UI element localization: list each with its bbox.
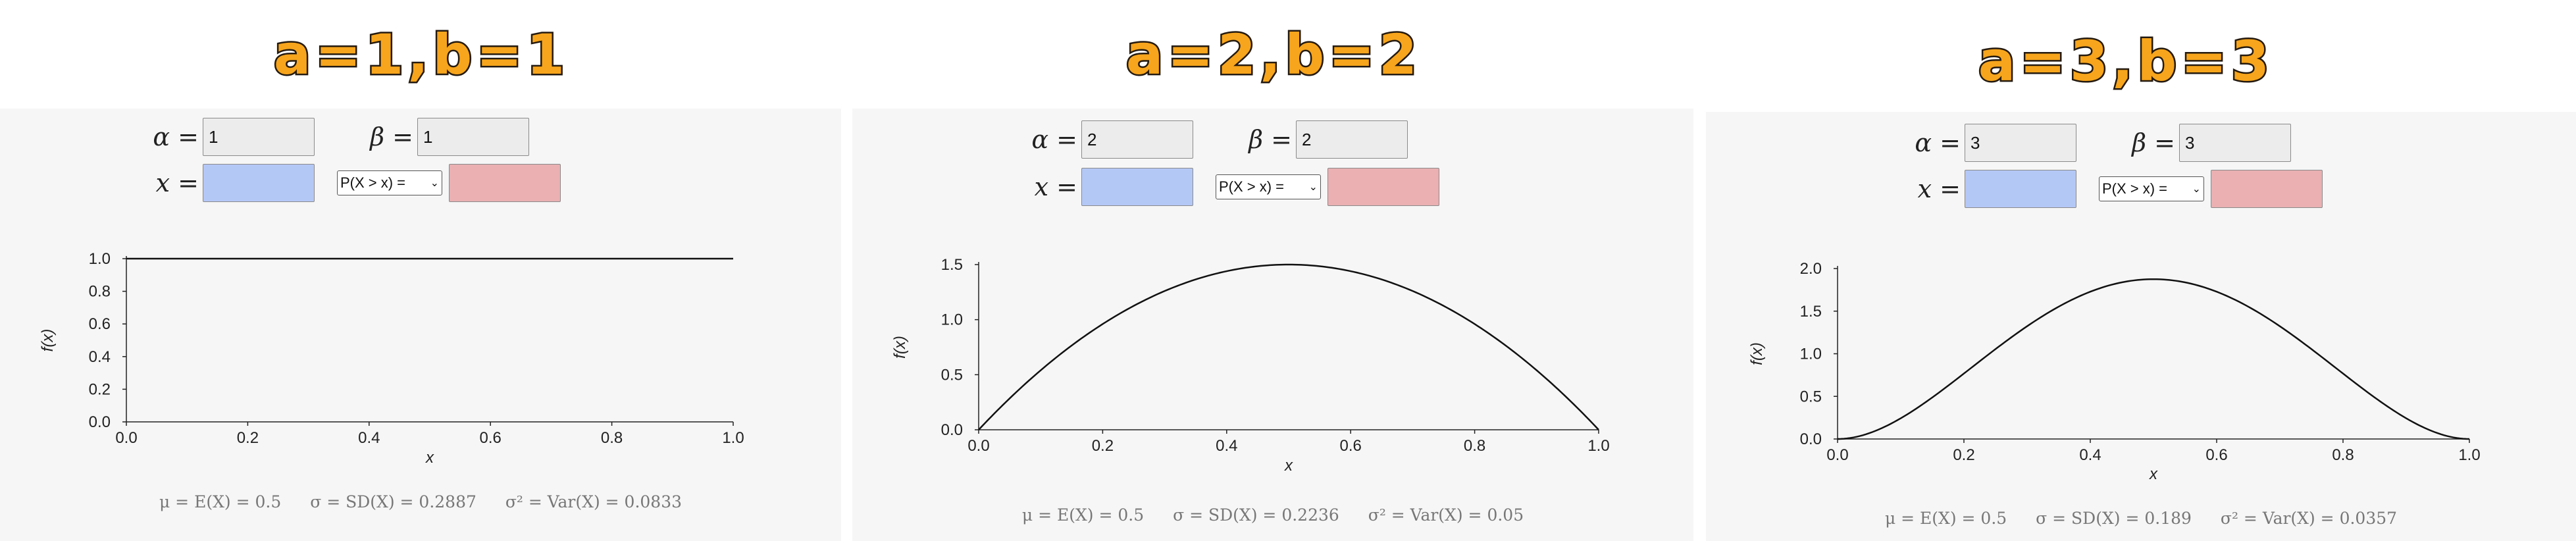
alpha-input[interactable] xyxy=(1081,120,1193,159)
x-tick-label: 0.0 xyxy=(967,437,989,455)
y-tick-label: 2.0 xyxy=(1800,260,1822,278)
x-tick-label: 0.8 xyxy=(1464,437,1485,455)
y-tick-label: 0.4 xyxy=(89,348,111,366)
alpha-label: α = xyxy=(153,122,199,151)
beta-calculator-panel-2: α = β = x = P(X > x) =⌄ 0.0 0.2 0.4 0.6 0.8 1… xyxy=(852,109,1693,541)
y-tick-label: 1.0 xyxy=(1800,346,1822,363)
y-tick-label: 0.0 xyxy=(1800,430,1822,448)
y-tick-label: 1.0 xyxy=(89,250,111,268)
beta-label: β = xyxy=(1249,125,1292,154)
sd-stat: σ = SD(X) = 0.2887 xyxy=(310,492,477,511)
density-chart-2: 0.0 0.2 0.4 0.6 0.8 1.0 0.0 0.5 1.0 1.5 x f(x) xyxy=(891,256,1610,475)
beta-input[interactable] xyxy=(417,118,529,156)
sd-stat: σ = SD(X) = 0.189 xyxy=(2036,509,2192,528)
beta-calculator-panel-1: α = β = x = P(X > x) =⌄ 0.0 0.2 0.4 0.6 0.8 1… xyxy=(0,109,841,541)
probability-output xyxy=(449,164,561,202)
x-tick-label: 0.8 xyxy=(2332,446,2354,464)
x-input[interactable] xyxy=(1081,168,1193,206)
x-tick-label: 0.8 xyxy=(601,429,623,447)
probability-type-select[interactable]: P(X > x) = ⌄ xyxy=(337,170,442,195)
density-chart-3: 0.0 0.2 0.4 0.6 0.8 1.0 0.0 0.5 1.0 1.5 2.0 x f(x) xyxy=(1748,260,2481,483)
density-curve xyxy=(978,263,1599,430)
x-tick-label: 1.0 xyxy=(1587,437,1609,455)
x-axis-title: x xyxy=(425,449,434,467)
y-axis-title: f(x) xyxy=(891,336,909,359)
x-tick-label: 0.0 xyxy=(1826,446,1848,464)
chevron-down-icon: ⌄ xyxy=(2192,184,2201,195)
y-tick-label: 0.5 xyxy=(1800,388,1822,405)
x-tick-label: 1.0 xyxy=(2458,446,2480,464)
x-label: x = xyxy=(1917,174,1961,203)
variance-stat: σ² = Var(X) = 0.0357 xyxy=(2220,509,2398,528)
x-tick-label: 0.6 xyxy=(1340,437,1362,455)
x-tick-label: 1.0 xyxy=(722,429,744,447)
x-tick-label: 0.2 xyxy=(1092,437,1114,455)
beta-calculator-panel-3: α = β = x = P(X > x) =⌄ 0.0 0.2 0.4 0.6 0.8 1… xyxy=(1706,112,2576,541)
x-tick-label: 0.2 xyxy=(1953,446,1974,464)
mean-stat: μ = E(X) = 0.5 xyxy=(1884,509,2007,528)
beta-input[interactable] xyxy=(1296,120,1408,159)
y-axis-title: f(x) xyxy=(1748,342,1766,365)
summary-stats: μ = E(X) = 0.5 σ = SD(X) = 0.189 σ² = Va… xyxy=(1706,509,2576,528)
x-label: x = xyxy=(155,168,199,197)
x-input[interactable] xyxy=(1965,170,2076,208)
panel-title-1: a=1,b=1 xyxy=(272,20,569,88)
alpha-label: α = xyxy=(1915,128,1961,157)
summary-stats: μ = E(X) = 0.5 σ = SD(X) = 0.2887 σ² = V… xyxy=(0,492,841,511)
panel-title-3: a=3,b=3 xyxy=(1976,27,2274,95)
x-tick-label: 0.4 xyxy=(1216,437,1237,455)
y-tick-label: 0.0 xyxy=(941,421,963,439)
y-tick-label: 0.5 xyxy=(941,366,963,384)
x-axis-title: x xyxy=(2149,465,2158,483)
alpha-input[interactable] xyxy=(203,118,315,156)
x-axis-title: x xyxy=(1284,457,1293,475)
x-input[interactable] xyxy=(203,164,315,202)
panel-title-2: a=2,b=2 xyxy=(1124,20,1422,88)
density-curve xyxy=(1837,278,2470,440)
probability-output xyxy=(2211,170,2323,208)
chevron-down-icon: ⌄ xyxy=(430,178,439,189)
alpha-label: α = xyxy=(1031,125,1077,154)
sd-stat: σ = SD(X) = 0.2236 xyxy=(1173,505,1339,525)
y-tick-label: 0.6 xyxy=(89,315,111,333)
summary-stats: μ = E(X) = 0.5 σ = SD(X) = 0.2236 σ² = V… xyxy=(852,505,1693,525)
mean-stat: μ = E(X) = 0.5 xyxy=(159,492,282,511)
x-tick-label: 0.4 xyxy=(358,429,380,447)
beta-label: β = xyxy=(370,122,413,151)
beta-label: β = xyxy=(2132,128,2175,157)
beta-input[interactable] xyxy=(2179,124,2291,162)
y-tick-label: 0.2 xyxy=(89,380,111,398)
x-tick-label: 0.2 xyxy=(237,429,259,447)
y-tick-label: 1.5 xyxy=(1800,303,1822,321)
x-tick-label: 0.0 xyxy=(115,429,137,447)
y-tick-label: 0.8 xyxy=(89,283,111,301)
x-tick-label: 0.6 xyxy=(2205,446,2227,464)
x-tick-label: 0.6 xyxy=(480,429,502,447)
y-tick-label: 1.0 xyxy=(941,311,963,329)
probability-output xyxy=(1327,168,1439,206)
y-tick-label: 0.0 xyxy=(89,413,111,431)
mean-stat: μ = E(X) = 0.5 xyxy=(1021,505,1145,525)
y-tick-label: 1.5 xyxy=(941,256,963,274)
x-tick-label: 0.4 xyxy=(2079,446,2101,464)
y-axis-title: f(x) xyxy=(39,329,57,352)
chevron-down-icon: ⌄ xyxy=(1308,182,1318,193)
variance-stat: σ² = Var(X) = 0.05 xyxy=(1368,505,1524,525)
density-chart-1: 0.0 0.2 0.4 0.6 0.8 1.0 0.0 0.2 0.4 0.6 0.8 1.0 x f(x… xyxy=(39,250,744,467)
probability-type-select[interactable]: P(X > x) = ⌄ xyxy=(1216,174,1321,199)
x-label: x = xyxy=(1034,172,1077,201)
probability-type-select[interactable]: P(X > x) = ⌄ xyxy=(2099,176,2204,201)
variance-stat: σ² = Var(X) = 0.0833 xyxy=(505,492,683,511)
alpha-input[interactable] xyxy=(1965,124,2076,162)
